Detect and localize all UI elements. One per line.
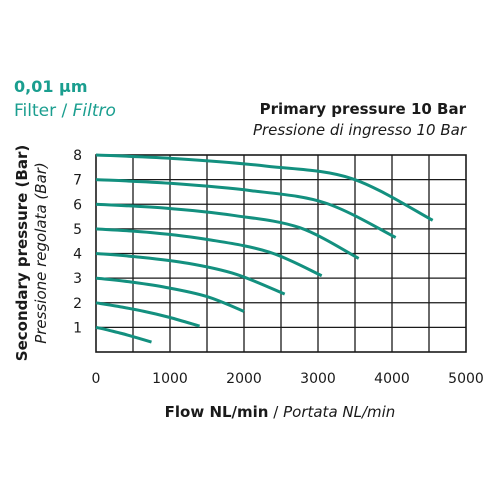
curve-3-bar [95, 276, 245, 313]
x-axis-title-en: Flow NL/min [164, 403, 269, 421]
curve-5-bar [95, 227, 323, 278]
y-tick-label: 3 [73, 271, 82, 287]
filter-rating: 0,01 µm [14, 77, 88, 96]
x-axis-title-separator: / [268, 403, 284, 421]
y-tick-label: 4 [73, 247, 82, 263]
y-tick-label: 6 [73, 197, 82, 213]
primary-pressure-label-it: Pressione di ingresso 10 Bar [252, 121, 466, 139]
y-tick-labels: 1 2 3 4 5 6 7 8 [73, 148, 82, 336]
x-tick-label: 3000 [300, 371, 336, 387]
x-tick-label: 0 [92, 371, 101, 387]
filter-label: Filter / Filtro [14, 101, 116, 121]
curve-2-bar [95, 301, 201, 328]
filter-label-it: Filtro [72, 101, 116, 121]
x-tick-label: 1000 [152, 371, 188, 387]
filter-label-en: Filter [14, 101, 57, 121]
y-tick-label: 7 [73, 173, 82, 189]
curve-6-bar [95, 202, 360, 260]
y-axis-title: Secondary pressure (Bar) [13, 145, 31, 361]
y-tick-label: 1 [73, 320, 82, 336]
filter-label-separator: / [56, 101, 73, 121]
curve-1-bar [95, 325, 152, 344]
curve-8-bar [95, 153, 434, 222]
y-tick-label: 2 [73, 296, 82, 312]
y-tick-label: 8 [73, 148, 82, 164]
y-tick-label: 5 [73, 222, 82, 238]
x-tick-label: 4000 [374, 371, 410, 387]
chart-curves [95, 153, 434, 344]
primary-pressure-label: Primary pressure 10 Bar [259, 100, 466, 118]
curve-4-bar [95, 252, 286, 296]
x-tick-labels: 0 1000 2000 3000 4000 5000 [92, 371, 484, 387]
x-axis-title: Flow NL/min / Portata NL/min [0, 403, 500, 421]
y-axis-title-it: Pressione regolata (Bar) [32, 162, 50, 344]
curve-7-bar [95, 178, 397, 239]
x-tick-label: 2000 [226, 371, 262, 387]
chart-grid [95, 154, 467, 353]
x-tick-label: 5000 [448, 371, 484, 387]
x-axis-title-it: Portata NL/min [283, 403, 396, 421]
